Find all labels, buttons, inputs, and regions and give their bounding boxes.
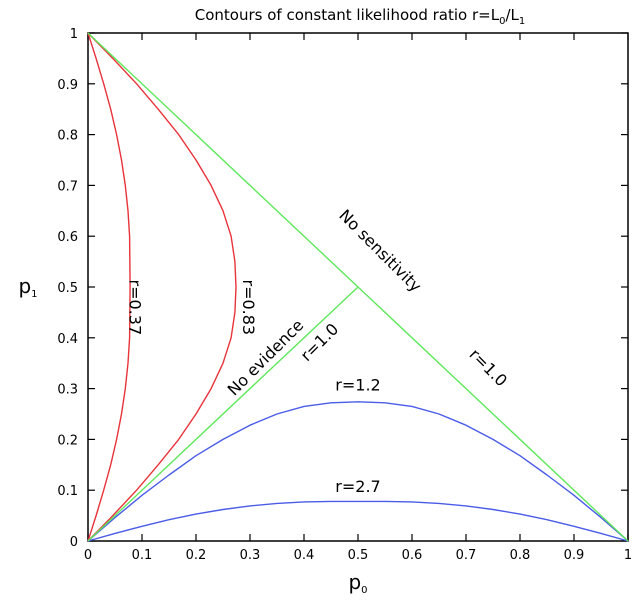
y-tick-label: 0.2 <box>57 433 78 448</box>
annotation-label: r=2.7 <box>335 477 380 496</box>
x-tick-label: 0.9 <box>564 548 585 563</box>
data-series <box>87 32 629 542</box>
x-axis-title: p0 <box>348 570 367 596</box>
annotation-label: No evidence <box>224 316 308 400</box>
annotation-label: r=0.83 <box>239 280 258 336</box>
series-r1-2-line <box>87 401 629 542</box>
y-tick-label: 0.5 <box>57 281 78 296</box>
x-tick-label: 0.4 <box>294 548 315 563</box>
x-tick-label: 0.3 <box>240 548 261 563</box>
series-r2-7-line <box>87 500 629 542</box>
y-tick-label: 0.7 <box>57 179 78 194</box>
x-tick-label: 0.5 <box>348 548 369 563</box>
x-tick-label: 0.6 <box>402 548 423 563</box>
y-tick-label: 0 <box>70 535 78 550</box>
x-tick-label: 0.2 <box>186 548 207 563</box>
y-tick-label: 0.6 <box>57 230 78 245</box>
series-r0-83-line <box>87 32 237 542</box>
annotation-label: r=1.2 <box>335 376 380 395</box>
series-r1-0-line <box>87 32 629 542</box>
annotation-label: r=0.37 <box>125 280 144 336</box>
axis-ticks: 0 0.1 0.2 0.3 0.4 0.5 0.6 0.7 0.8 0.9 1 0 0.1 0.2 0.3 0… <box>57 27 632 563</box>
annotation-label: No sensitivity <box>335 206 425 296</box>
series-r1-0-line <box>87 286 359 542</box>
x-tick-label: 0.7 <box>456 548 477 563</box>
chart-title: Contours of constant likelihood ratio r=… <box>195 6 526 27</box>
y-tick-label: 0.1 <box>57 484 78 499</box>
series-r0-37-line <box>87 32 131 542</box>
x-tick-label: 0 <box>84 548 92 563</box>
y-tick-label: 0.4 <box>57 332 78 347</box>
y-axis-title: p1 <box>18 274 37 300</box>
y-tick-label: 0.9 <box>57 78 78 93</box>
y-tick-label: 0.3 <box>57 383 78 398</box>
y-tick-label: 1 <box>70 27 78 42</box>
x-tick-label: 1 <box>624 548 632 563</box>
x-tick-label: 0.1 <box>132 548 153 563</box>
x-tick-label: 0.8 <box>510 548 531 563</box>
annotation-label: r=1.0 <box>466 345 512 391</box>
y-tick-label: 0.8 <box>57 129 78 144</box>
